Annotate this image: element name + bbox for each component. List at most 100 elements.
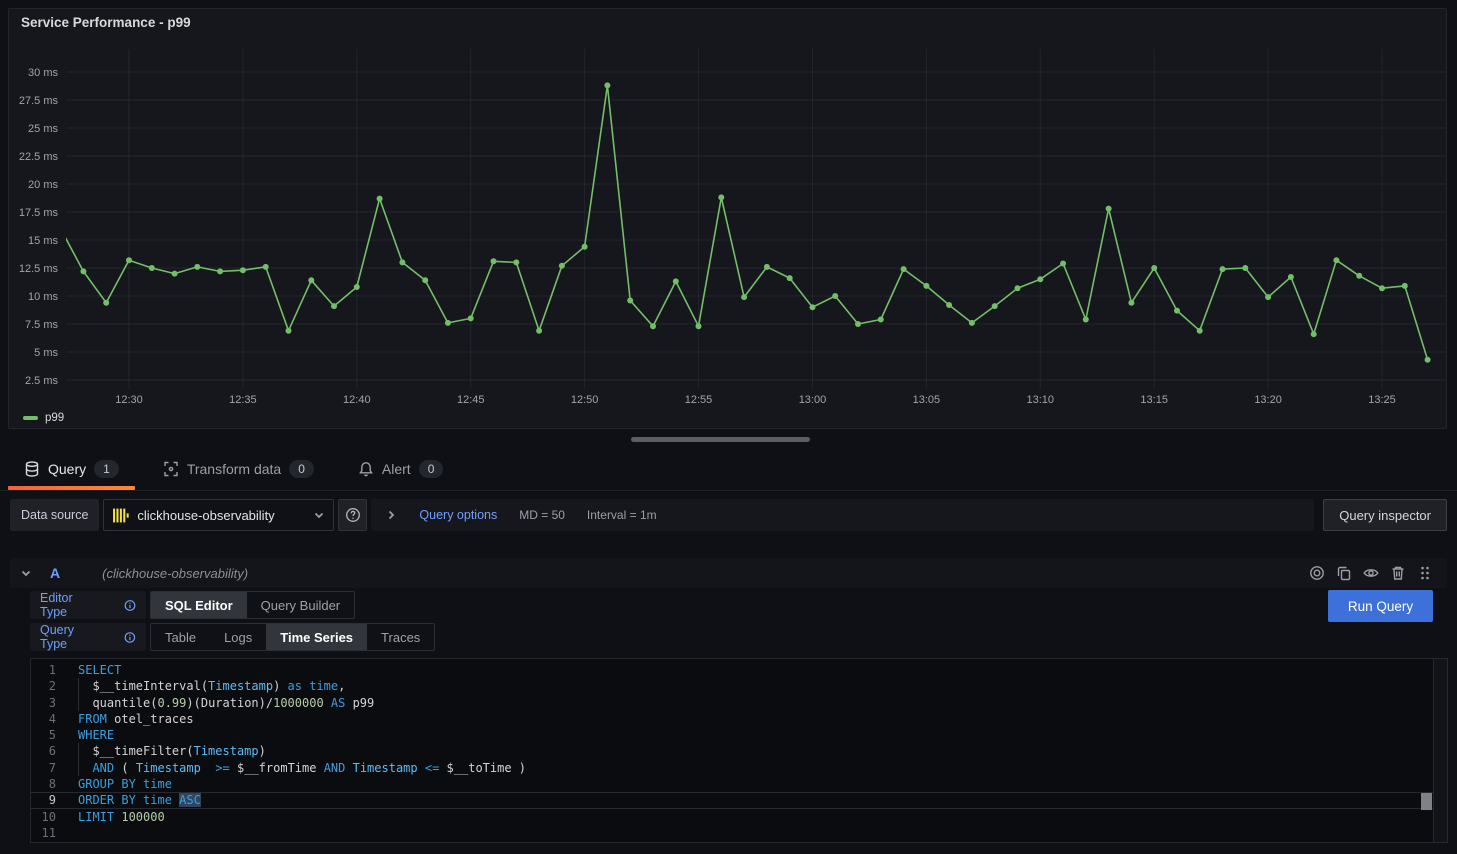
line-number: 1 [31, 662, 65, 678]
code-line-1[interactable]: 1SELECT [31, 662, 1433, 678]
tab-label: Query [48, 461, 86, 477]
svg-text:7.5 ms: 7.5 ms [25, 319, 59, 331]
query-type-table[interactable]: Table [151, 624, 210, 650]
query-datasource-hint: (clickhouse-observability) [102, 566, 248, 581]
svg-text:13:20: 13:20 [1254, 394, 1282, 406]
datasource-help-button[interactable] [338, 499, 367, 531]
svg-text:15 ms: 15 ms [28, 235, 58, 247]
circle-question-icon [345, 507, 361, 523]
collapse-chevron-icon[interactable] [20, 567, 32, 579]
datasource-label: Data source [10, 499, 99, 531]
sql-code[interactable]: 1SELECT2 $__timeInterval(Timestamp) as t… [31, 662, 1433, 841]
info-icon[interactable] [124, 631, 136, 644]
code-line-11[interactable]: 11 [31, 825, 1433, 841]
info-icon[interactable] [124, 599, 136, 612]
editor-type-query-builder[interactable]: Query Builder [247, 592, 354, 618]
svg-text:12:35: 12:35 [229, 394, 257, 406]
legend-series-label: p99 [45, 412, 64, 424]
line-number: 8 [31, 776, 65, 792]
tab-query[interactable]: Query 1 [8, 447, 135, 490]
bell-icon [358, 461, 374, 477]
editor-scrollbar-track[interactable] [1433, 659, 1447, 842]
hide-response-icon[interactable] [1363, 565, 1379, 581]
editor-type-sql-editor[interactable]: SQL Editor [151, 592, 247, 618]
query-editor-controls: Editor Type SQL Editor Query Builder Que… [30, 591, 435, 655]
clickhouse-logo-icon [112, 507, 129, 524]
chevron-right-icon[interactable] [385, 509, 397, 521]
code-line-5[interactable]: 5WHERE [31, 727, 1433, 743]
code-line-4[interactable]: 4FROM otel_traces [31, 711, 1433, 727]
svg-text:27.5 ms: 27.5 ms [19, 95, 59, 107]
legend-item-p99[interactable]: p99 [23, 412, 64, 424]
query-actions [1309, 565, 1437, 581]
tab-label: Alert [382, 461, 411, 477]
query-options-box: Query options MD = 50 Interval = 1m [371, 499, 1314, 531]
panel-scrollbar[interactable] [631, 437, 810, 442]
code-line-6[interactable]: 6 $__timeFilter(Timestamp) [31, 743, 1433, 759]
tab-label: Transform data [187, 461, 281, 477]
line-number: 6 [31, 743, 65, 759]
editor-selection-marker [1421, 793, 1432, 810]
code-line-8[interactable]: 8GROUP BY time [31, 776, 1433, 792]
code-line-9[interactable]: 9ORDER BY time ASC [31, 792, 1433, 808]
svg-text:13:25: 13:25 [1368, 394, 1396, 406]
remove-query-icon[interactable] [1390, 565, 1406, 581]
line-content: $__timeInterval(Timestamp) as time, [65, 678, 345, 694]
svg-text:10 ms: 10 ms [28, 291, 58, 303]
query-type-group: Table Logs Time Series Traces [150, 623, 435, 651]
svg-text:12.5 ms: 12.5 ms [19, 263, 59, 275]
datasource-name: clickhouse-observability [137, 508, 305, 523]
alert-count-badge: 0 [419, 460, 444, 478]
datasource-row: Data source clickhouse-observability Que… [10, 499, 1447, 531]
svg-text:12:40: 12:40 [343, 394, 371, 406]
line-content: $__timeFilter(Timestamp) [65, 743, 266, 759]
code-line-10[interactable]: 10LIMIT 100000 [31, 809, 1433, 825]
query-type-label: Query Type [30, 623, 146, 651]
line-number: 4 [31, 711, 65, 727]
line-number: 5 [31, 727, 65, 743]
code-line-2[interactable]: 2 $__timeInterval(Timestamp) as time, [31, 678, 1433, 694]
spacer [1318, 499, 1319, 531]
query-type-traces[interactable]: Traces [367, 624, 434, 650]
line-number: 9 [31, 792, 65, 808]
code-line-7[interactable]: 7 AND ( Timestamp >= $__fromTime AND Tim… [31, 760, 1433, 776]
svg-text:13:10: 13:10 [1027, 394, 1055, 406]
query-options-link[interactable]: Query options [419, 508, 497, 522]
line-content: quantile(0.99)(Duration)/1000000 AS p99 [65, 695, 374, 711]
line-content: FROM otel_traces [65, 711, 194, 727]
sql-editor[interactable]: 1SELECT2 $__timeInterval(Timestamp) as t… [30, 658, 1448, 843]
timeseries-chart[interactable]: 2.5 ms5 ms7.5 ms10 ms12.5 ms15 ms17.5 ms… [9, 9, 1446, 411]
editor-tabs-bar: Query 1 Transform data 0 Alert 0 [0, 447, 1457, 491]
disable-query-icon[interactable] [1309, 565, 1325, 581]
svg-text:20 ms: 20 ms [28, 179, 58, 191]
datasource-picker[interactable]: clickhouse-observability [103, 499, 334, 531]
svg-text:13:05: 13:05 [913, 394, 941, 406]
line-number: 10 [31, 809, 65, 825]
interval-value: Interval = 1m [587, 508, 657, 522]
query-type-logs[interactable]: Logs [210, 624, 266, 650]
line-number: 7 [31, 760, 65, 776]
line-content: AND ( Timestamp >= $__fromTime AND Times… [65, 760, 526, 776]
svg-text:12:45: 12:45 [457, 394, 485, 406]
query-row-header: A (clickhouse-observability) [10, 558, 1447, 588]
tab-alert[interactable]: Alert 0 [342, 447, 459, 490]
tab-transform-data[interactable]: Transform data 0 [147, 447, 330, 490]
legend-series-color [23, 416, 38, 420]
query-inspector-button[interactable]: Query inspector [1323, 499, 1447, 531]
chevron-down-icon [313, 509, 325, 521]
drag-handle-icon[interactable] [1417, 565, 1433, 581]
query-ref-id: A [50, 565, 60, 581]
line-content: ORDER BY time ASC [65, 792, 201, 808]
svg-text:2.5 ms: 2.5 ms [25, 375, 59, 387]
line-content: LIMIT 100000 [65, 809, 165, 825]
run-query-button[interactable]: Run Query [1328, 590, 1433, 622]
query-type-time-series[interactable]: Time Series [266, 624, 367, 650]
transform-count-badge: 0 [289, 460, 314, 478]
duplicate-query-icon[interactable] [1336, 565, 1352, 581]
timeseries-panel: Service Performance - p99 2.5 ms5 ms7.5 … [8, 8, 1447, 429]
svg-text:12:55: 12:55 [685, 394, 713, 406]
code-line-3[interactable]: 3 quantile(0.99)(Duration)/1000000 AS p9… [31, 695, 1433, 711]
line-content: WHERE [65, 727, 114, 743]
editor-type-group: SQL Editor Query Builder [150, 591, 355, 619]
svg-text:13:00: 13:00 [799, 394, 827, 406]
